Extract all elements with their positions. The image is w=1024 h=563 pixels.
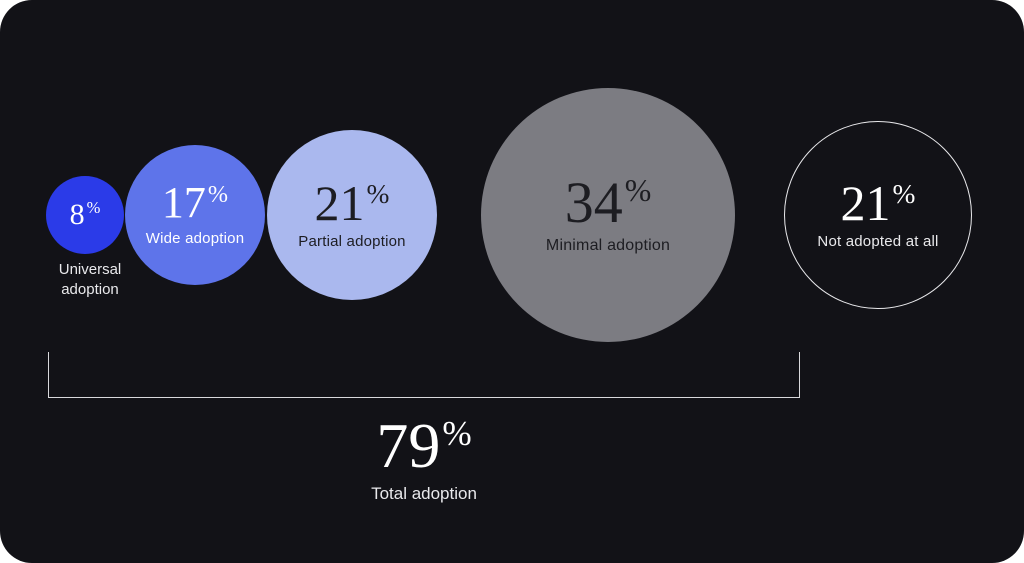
bubble-wide: 17% Wide adoption (125, 145, 265, 285)
bubble-label-wide: Wide adoption (146, 229, 245, 249)
bubble-label-not-adopted: Not adopted at all (817, 232, 938, 252)
bubble-value-wide: 17% (162, 181, 228, 225)
bubble-not-adopted: 21% Not adopted at all (784, 121, 972, 309)
bubble-value-minimal: 34% (565, 174, 652, 232)
bubble-value-universal: 8% (70, 200, 101, 230)
bubble-value-not-adopted: 21% (841, 178, 916, 228)
bubble-partial: 21% Partial adoption (267, 130, 437, 300)
summary-total: 79% Total adoption (274, 414, 574, 504)
bubble-label-minimal: Minimal adoption (546, 236, 670, 257)
summary-total-label: Total adoption (274, 484, 574, 504)
bubble-minimal: 34% Minimal adoption (481, 88, 735, 342)
bubble-label-universal: Universal adoption (50, 260, 130, 299)
bubble-universal: 8% (46, 176, 124, 254)
summary-total-value: 79% (274, 414, 574, 478)
adoption-proportional-chart: 8% Universal adoption 17% Wide adoption 21% P… (0, 0, 1024, 563)
bubble-value-partial: 21% (315, 178, 390, 228)
bubble-label-partial: Partial adoption (298, 232, 405, 252)
summary-bracket (48, 352, 800, 398)
